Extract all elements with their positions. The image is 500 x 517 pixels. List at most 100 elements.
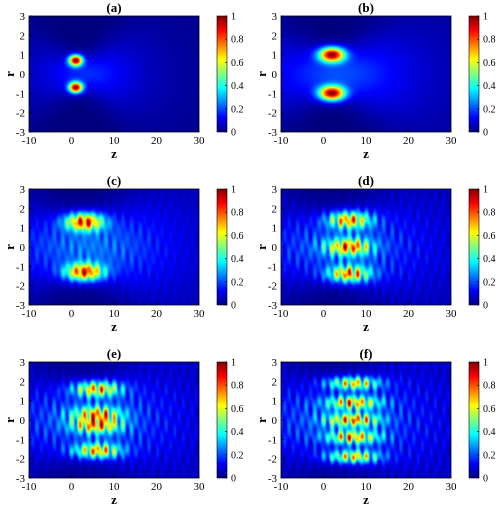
y-tick-label: -3: [16, 127, 26, 139]
colorbar-tick-label: 0.8: [231, 381, 244, 392]
y-tick-label: 0: [272, 69, 278, 81]
colorbar-tick-label: 0.8: [231, 35, 244, 46]
y-tick-label: 3: [272, 357, 278, 369]
colorbar-tick-label: 1: [231, 12, 236, 23]
y-tick-label: 0: [272, 242, 278, 254]
heatmap-image: [281, 189, 451, 305]
colorbar-tick-label: 0.6: [231, 231, 244, 242]
colorbar: [468, 188, 480, 306]
colorbar: [216, 15, 228, 133]
y-tick-label: 0: [20, 69, 26, 81]
colorbar: [216, 361, 228, 479]
colorbar-tick-label: 1: [483, 358, 488, 369]
colorbar-tick-label: 1: [483, 12, 488, 23]
y-axis-label: r: [254, 417, 269, 423]
y-tick-label: -1: [268, 261, 277, 273]
colorbar-tick-label: 0.4: [231, 427, 244, 438]
y-tick-label: 1: [20, 396, 26, 408]
colorbar-tick-label: 0: [483, 128, 488, 139]
colorbar-tick-label: 0.2: [483, 104, 496, 115]
y-tick-label: -1: [268, 434, 277, 446]
heatmap-image: [29, 189, 199, 305]
y-axis-label: r: [2, 71, 17, 77]
colorbar-tick-label: 0.4: [483, 81, 496, 92]
y-tick-label: -1: [16, 261, 25, 273]
colorbar-tick-label: 0.6: [483, 404, 496, 415]
y-tick-label: 0: [20, 242, 26, 254]
x-tick-label: 0: [69, 481, 75, 493]
y-tick-label: -2: [268, 108, 277, 120]
x-tick-label: 0: [321, 481, 327, 493]
y-axis-label: r: [2, 244, 17, 250]
colorbar-tick-label: 0.6: [483, 231, 496, 242]
colorbar-tick-label: 0.6: [231, 404, 244, 415]
heatmap-image: [29, 362, 199, 478]
y-tick-label: -2: [268, 281, 277, 293]
y-tick-label: 2: [272, 30, 278, 42]
colorbar-tick-label: 0.6: [483, 58, 496, 69]
x-axis-label: z: [111, 319, 117, 334]
y-tick-label: -3: [268, 127, 278, 139]
x-tick-label: 30: [194, 481, 206, 493]
colorbar-tick-label: 0.8: [483, 35, 496, 46]
y-tick-label: 1: [20, 50, 26, 62]
y-tick-label: 3: [20, 11, 26, 23]
colorbar-tick-label: 0: [231, 301, 236, 312]
y-tick-label: 0: [20, 415, 26, 427]
colorbar: [216, 188, 228, 306]
y-axis-label: r: [254, 71, 269, 77]
x-tick-label: -10: [22, 135, 37, 147]
colorbar-tick-label: 0: [483, 474, 488, 485]
colorbar-tick-label: 0: [231, 128, 236, 139]
y-tick-label: -3: [16, 300, 26, 312]
x-tick-label: 20: [403, 308, 415, 320]
panel-title: (a): [106, 0, 121, 15]
x-tick-label: 10: [109, 308, 121, 320]
x-tick-label: 30: [194, 308, 206, 320]
x-tick-label: -10: [22, 481, 37, 493]
colorbar-tick-label: 0: [483, 301, 488, 312]
y-tick-label: 3: [272, 11, 278, 23]
x-tick-label: 10: [109, 135, 121, 147]
panel-title: (d): [358, 173, 374, 188]
heatmap-image: [281, 362, 451, 478]
x-tick-label: 10: [109, 481, 121, 493]
x-axis-label: z: [363, 146, 369, 161]
x-tick-label: 30: [194, 135, 206, 147]
y-tick-label: -1: [268, 88, 277, 100]
panel-title: (f): [360, 346, 373, 361]
colorbar-tick-label: 0.2: [483, 277, 496, 288]
y-tick-label: 2: [272, 203, 278, 215]
colorbar-tick-label: 1: [231, 185, 236, 196]
x-tick-label: 20: [151, 308, 163, 320]
colorbar-tick-label: 0.8: [231, 208, 244, 219]
x-tick-label: 30: [446, 481, 458, 493]
heatmap-image: [281, 16, 451, 132]
x-tick-label: 0: [321, 135, 327, 147]
colorbar-tick-label: 0.4: [483, 427, 496, 438]
y-axis-label: r: [254, 244, 269, 250]
colorbar: [468, 361, 480, 479]
x-tick-label: -10: [274, 135, 289, 147]
x-tick-label: 10: [361, 308, 373, 320]
colorbar-tick-label: 0: [231, 474, 236, 485]
y-tick-label: 3: [20, 184, 26, 196]
colorbar-tick-label: 0.4: [483, 254, 496, 265]
panel-title: (b): [358, 0, 374, 15]
x-axis-label: z: [363, 492, 369, 507]
colorbar-tick-label: 0.8: [483, 381, 496, 392]
y-tick-label: -1: [16, 434, 25, 446]
y-tick-label: -2: [16, 454, 25, 466]
y-tick-label: 1: [20, 223, 26, 235]
colorbar-tick-label: 1: [231, 358, 236, 369]
x-tick-label: 20: [151, 135, 163, 147]
y-tick-label: -3: [268, 300, 278, 312]
x-tick-label: 0: [69, 308, 75, 320]
x-axis-label: z: [111, 146, 117, 161]
colorbar-tick-label: 0.2: [231, 104, 244, 115]
y-tick-label: 1: [272, 50, 278, 62]
